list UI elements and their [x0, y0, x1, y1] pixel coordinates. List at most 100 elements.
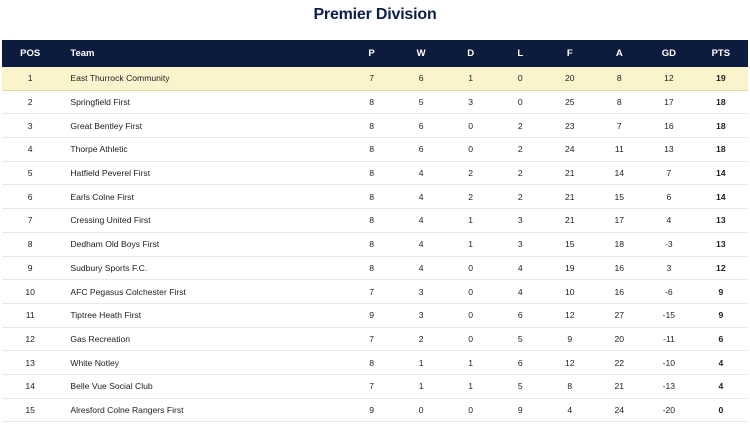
team-name[interactable]: Dedham Old Boys First: [70, 239, 160, 250]
played-cell: 7: [369, 286, 374, 297]
goals-for-cell: 19: [564, 262, 575, 273]
lost-cell: 2: [517, 191, 523, 202]
goals-against-cell: 17: [614, 215, 625, 226]
table-row[interactable]: 10 AFC Pegasus Colchester First 7 3 0 4 10 16 -6…: [2, 280, 748, 304]
team-name[interactable]: Thorpe Athletic: [70, 144, 128, 155]
position-cell: 5: [27, 168, 33, 179]
team-name[interactable]: Springfield First: [70, 97, 131, 108]
team-name[interactable]: East Thurrock Community: [70, 73, 170, 84]
col-header-lost: L: [517, 48, 524, 59]
goal-difference-cell: 4: [666, 215, 672, 226]
lost-cell: 6: [517, 310, 523, 321]
team-name[interactable]: Alresford Colne Rangers First: [70, 404, 184, 415]
position-cell: 3: [27, 120, 33, 131]
goal-difference-cell: 12: [664, 73, 674, 84]
won-cell: 6: [418, 144, 424, 155]
table-row[interactable]: 6 Earls Colne First 8 4 2 2 21 15 6 14: [2, 185, 748, 210]
goals-against-cell: 18: [614, 239, 625, 250]
col-header-gd: GD: [661, 48, 676, 59]
position-cell: 9: [27, 262, 33, 273]
team-name[interactable]: Sudbury Sports F.C.: [70, 262, 148, 273]
goal-difference-cell: -11: [662, 333, 675, 344]
goals-for-cell: 15: [564, 239, 575, 250]
goals-for-cell: 24: [564, 144, 575, 155]
goals-against-cell: 20: [614, 333, 625, 344]
played-cell: 8: [369, 357, 374, 368]
played-cell: 9: [369, 310, 374, 321]
col-header-against: A: [615, 48, 623, 59]
lost-cell: 5: [517, 333, 523, 344]
points-cell: 12: [716, 262, 726, 273]
goals-for-cell: 12: [564, 310, 575, 321]
team-name[interactable]: AFC Pegasus Colchester First: [70, 286, 186, 297]
played-cell: 8: [369, 168, 374, 179]
table-row[interactable]: 4 Thorpe Athletic 8 6 0 2 24 11 13 18: [2, 138, 748, 162]
points-cell: 13: [716, 215, 726, 226]
table-row[interactable]: 2 Springfield First 8 5 3 0 25 8 17 18: [2, 91, 748, 115]
goals-for-cell: 10: [564, 286, 575, 297]
played-cell: 9: [369, 404, 374, 415]
team-name[interactable]: Gas Recreation: [70, 333, 131, 344]
table-row[interactable]: 12 Gas Recreation 7 2 0 5 9 20 -11 6: [2, 328, 748, 352]
lost-cell: 3: [517, 215, 523, 226]
table-row[interactable]: 1 East Thurrock Community 7 6 1 0 20 8 12 19: [2, 67, 748, 91]
table-row[interactable]: 3 Great Bentley First 8 6 0 2 23 7 16 18: [2, 114, 748, 139]
team-name[interactable]: Belle Vue Social Club: [70, 381, 153, 392]
won-cell: 3: [418, 286, 424, 297]
col-header-played: P: [368, 48, 375, 59]
played-cell: 8: [369, 144, 374, 155]
table-row[interactable]: 5 Hatfield Peverel First 8 4 2 2 21 14 7 14: [2, 162, 748, 186]
goals-for-cell: 21: [564, 168, 575, 179]
col-header-pts: PTS: [711, 48, 731, 59]
position-cell: 8: [27, 239, 33, 250]
drawn-cell: 0: [468, 404, 474, 415]
points-cell: 4: [718, 357, 724, 368]
team-name[interactable]: Earls Colne First: [70, 191, 134, 202]
goal-difference-cell: 6: [666, 191, 672, 202]
team-name[interactable]: Cressing United First: [70, 215, 151, 226]
lost-cell: 6: [517, 357, 523, 368]
goals-for-cell: 12: [564, 357, 575, 368]
played-cell: 8: [369, 262, 374, 273]
points-cell: 14: [716, 168, 726, 179]
table-row[interactable]: 8 Dedham Old Boys First 8 4 1 3 15 18 -3 13: [2, 233, 748, 257]
lost-cell: 0: [517, 97, 523, 108]
team-name[interactable]: Tiptree Heath First: [70, 310, 142, 321]
drawn-cell: 0: [468, 333, 474, 344]
goals-for-cell: 23: [564, 120, 575, 131]
drawn-cell: 1: [468, 357, 474, 368]
goal-difference-cell: 13: [664, 144, 674, 155]
goals-for-cell: 25: [564, 97, 575, 108]
position-cell: 11: [25, 310, 35, 321]
league-table: POS Team P W D L F A GD PTS 1 East Thurro…: [2, 40, 748, 423]
drawn-cell: 1: [468, 239, 474, 250]
goals-against-cell: 16: [614, 286, 625, 297]
lost-cell: 0: [517, 73, 523, 84]
position-cell: 1: [27, 73, 33, 84]
points-cell: 4: [718, 381, 724, 392]
points-cell: 13: [716, 239, 726, 250]
team-name[interactable]: Great Bentley First: [70, 120, 142, 131]
points-cell: 9: [718, 286, 724, 297]
played-cell: 8: [369, 97, 374, 108]
goals-against-cell: 11: [614, 144, 624, 155]
points-cell: 0: [718, 404, 724, 415]
team-name[interactable]: Hatfield Peverel First: [70, 168, 151, 179]
goals-for-cell: 9: [567, 333, 573, 344]
table-row[interactable]: 9 Sudbury Sports F.C. 8 4 0 4 19 16 3 12: [2, 257, 748, 281]
table-row[interactable]: 11 Tiptree Heath First 9 3 0 6 12 27 -15 9: [2, 304, 748, 328]
won-cell: 0: [418, 404, 424, 415]
col-header-won: W: [416, 48, 426, 59]
goal-difference-cell: -13: [662, 381, 676, 392]
drawn-cell: 2: [468, 168, 474, 179]
table-row[interactable]: 7 Cressing United First 8 4 1 3 21 17 4 13: [2, 209, 748, 233]
table-row[interactable]: 15 Alresford Colne Rangers First 9 0 0 9 4 24 -2…: [2, 399, 748, 423]
team-name[interactable]: White Notley: [70, 357, 120, 368]
table-row[interactable]: 14 Belle Vue Social Club 7 1 1 5 8 21 -13 4: [2, 375, 748, 399]
played-cell: 7: [369, 73, 374, 84]
points-cell: 14: [716, 191, 726, 202]
points-cell: 18: [716, 120, 726, 131]
goal-difference-cell: 17: [664, 97, 674, 108]
table-row[interactable]: 13 White Notley 8 1 1 6 12 22 -10 4: [2, 351, 748, 375]
won-cell: 4: [418, 262, 424, 273]
